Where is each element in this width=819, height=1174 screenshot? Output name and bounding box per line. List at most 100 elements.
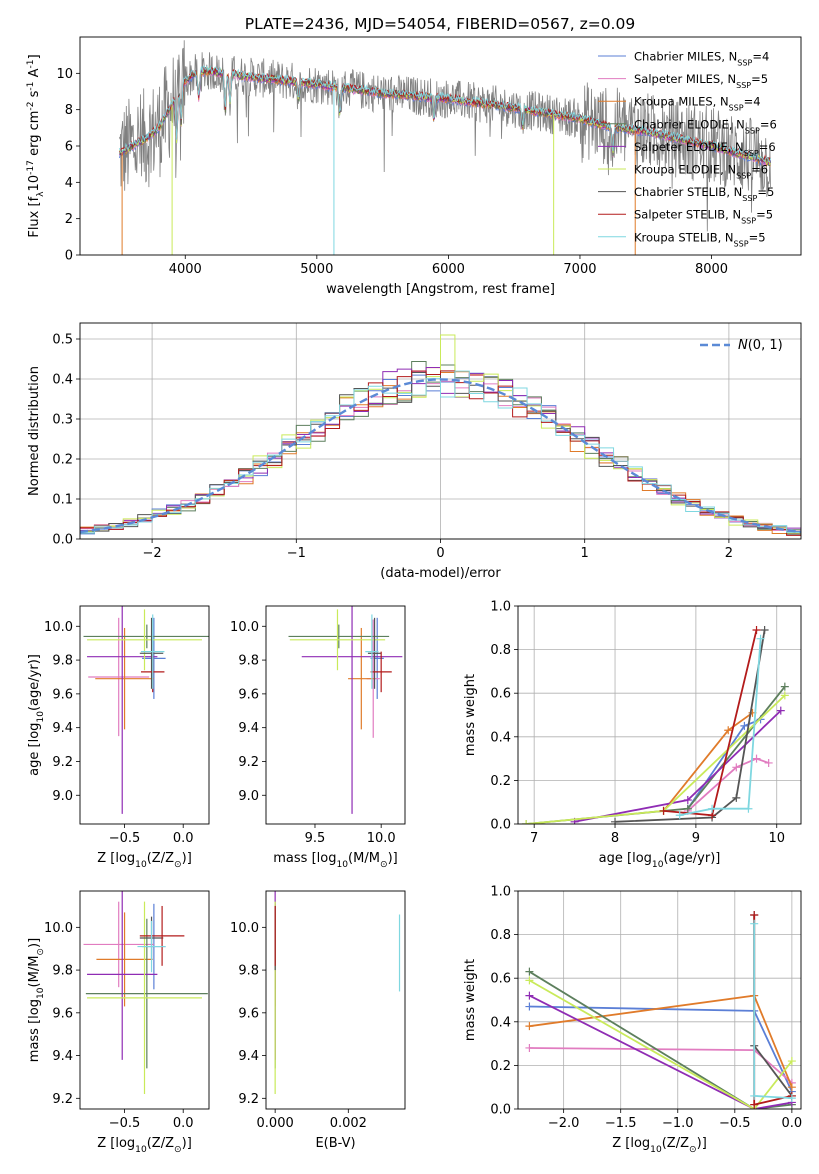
spectrum-legend-label-kroupa_stelib: Kroupa STELIB, NSSP=5 — [634, 230, 766, 248]
residual-hist-xtick-label: −1 — [287, 546, 306, 561]
residual-hist-ytick-label: 0.0 — [52, 533, 73, 548]
age-vs-z-panel: −0.5 0.0 9.0 9.2 9.4 9.6 9.8 10.0 Z [log10(Z/Z⊙)… — [27, 605, 210, 870]
mass-vs-ebv-xtick-label: 0.002 — [330, 1116, 367, 1131]
spectrum-ytick-label: 6 — [65, 140, 73, 155]
mass-vs-ebv-ytick-label: 9.8 — [238, 964, 259, 979]
mass-vs-ebv-ytick-label: 9.6 — [238, 1006, 259, 1021]
spectrum-legend-label-chabrier_elodie: Chabrier ELODIE, NSSP=6 — [634, 117, 777, 135]
weight-vs-age-marker-kroupa_stelib — [744, 804, 753, 813]
spectrum-model-salpeter_stelib — [119, 66, 771, 163]
weight-vs-age-marker-chabrier_miles — [740, 721, 749, 730]
weight-vs-age-frame — [517, 605, 802, 825]
age-vs-mass-xtick-label: 9.5 — [305, 831, 326, 846]
spectrum-legend-label-chabrier_stelib: Chabrier STELIB, NSSP=5 — [634, 185, 774, 203]
spectrum-xtick-label: 8000 — [695, 262, 728, 277]
age-vs-mass-panel: 9.5 10.0 9.0 9.2 9.4 9.6 9.8 10.0 mass [log10(M/… — [230, 605, 406, 870]
residual-hist-frame — [79, 322, 802, 540]
age-vs-z-plot-area — [83, 606, 209, 814]
weight-vs-age-marker-chabrier_stelib — [732, 793, 741, 802]
weight-vs-age-marker-chabrier_stelib — [760, 625, 769, 634]
weight-vs-age-panel: 7 8 9 10 0.0 0.2 0.4 0.6 0.8 1.0 age [log10(age/yr… — [463, 600, 802, 870]
age-vs-mass-xtick-label: 10.0 — [367, 831, 396, 846]
age-vs-mass-ytick-label: 9.0 — [238, 789, 259, 804]
weight-vs-z-marker-salpeter_stelib — [750, 910, 759, 919]
weight-vs-z-xtick-label: −1.0 — [662, 1116, 694, 1131]
mass-vs-ebv-xtick-label: 0.000 — [257, 1116, 294, 1131]
weight-vs-z-marker-chabrier_miles — [525, 1002, 534, 1011]
weight-vs-z-ytick-label: 0.2 — [490, 1059, 511, 1074]
weight-vs-z-marker-kroupa_miles — [525, 1022, 534, 1031]
residual-hist-xtick-label: −2 — [143, 546, 162, 561]
weight-vs-age-marker-salpeter_miles — [752, 754, 761, 763]
weight-vs-z-plot-area — [525, 910, 796, 1109]
weight-vs-z-line-salpeter_elodie — [528, 994, 793, 1109]
weight-vs-age-xtick-label: 10 — [768, 831, 785, 846]
weight-vs-age-line-kroupa_elodie — [526, 694, 786, 824]
residual-hist-ytick-label: 0.1 — [52, 493, 73, 508]
residual-hist-ylabel: Normed distribution — [27, 366, 42, 496]
weight-vs-age-ytick-label: 1.0 — [490, 600, 511, 615]
mass-vs-z-panel: −0.5 0.0 9.2 9.4 9.6 9.8 10.0 Z [log10(Z/Z⊙)] ma… — [27, 890, 210, 1155]
mass-vs-z-xlabel: Z [log10(Z/Z⊙)] — [97, 1136, 192, 1155]
weight-vs-age-marker-kroupa_miles — [724, 726, 733, 735]
mass-vs-ebv-xlabel: E(B-V) — [315, 1136, 355, 1151]
mass-vs-z-ytick-label: 9.6 — [52, 1006, 73, 1021]
mass-vs-ebv-frame — [265, 890, 406, 1110]
weight-vs-z-marker-kroupa_elodie — [787, 1057, 796, 1066]
hist-step-salpeter_stelib — [80, 370, 801, 536]
figure-title: PLATE=2436, MJD=54054, FIBERID=0567, z=0… — [245, 15, 635, 33]
hist-gaussian-curve — [80, 378, 801, 534]
spectrum-model-kroupa_stelib — [119, 65, 772, 163]
weight-vs-z-marker-salpeter_miles — [525, 1043, 534, 1052]
weight-vs-age-ytick-label: 0.6 — [490, 687, 511, 702]
weight-vs-z-marker-kroupa_stelib — [750, 919, 759, 928]
weight-vs-age-xtick-label: 9 — [692, 831, 700, 846]
mass-vs-ebv-ytick-label: 10.0 — [230, 921, 259, 936]
residual-hist-xlabel: (data-model)/error — [380, 566, 501, 581]
weight-vs-age-marker-kroupa_stelib — [675, 811, 684, 820]
weight-vs-z-frame — [517, 890, 802, 1110]
age-vs-z-ytick-label: 9.0 — [52, 789, 73, 804]
weight-vs-z-xtick-label: −0.5 — [719, 1116, 751, 1131]
mass-vs-z-xtick-label: 0.0 — [173, 1116, 194, 1131]
residual-hist-panel: −2 −1 0 1 2 0.0 0.1 0.2 0.3 0.4 0.5 (data-model)/er… — [27, 322, 802, 581]
mass-vs-ebv-ytick-label: 9.4 — [238, 1049, 259, 1064]
age-vs-z-ytick-label: 9.4 — [52, 721, 73, 736]
weight-vs-z-ytick-label: 0.6 — [490, 972, 511, 987]
weight-vs-z-marker-salpeter_elodie — [525, 991, 534, 1000]
weight-vs-age-marker-salpeter_stelib — [752, 625, 761, 634]
weight-vs-z-marker-chabrier_elodie — [525, 967, 534, 976]
weight-vs-z-ylabel: mass weight — [463, 959, 478, 1041]
age-vs-mass-ytick-label: 9.2 — [238, 755, 259, 770]
weight-vs-age-xtick-label: 7 — [530, 831, 538, 846]
age-vs-z-ytick-label: 10.0 — [44, 620, 73, 635]
spectrum-xtick-label: 7000 — [563, 262, 596, 277]
age-vs-z-ytick-label: 9.6 — [52, 687, 73, 702]
weight-vs-age-ytick-label: 0.0 — [490, 818, 511, 833]
weight-vs-age-line-salpeter_stelib — [663, 629, 758, 817]
weight-vs-z-ytick-label: 0.8 — [490, 928, 511, 943]
age-vs-mass-frame — [265, 605, 406, 825]
weight-vs-age-marker-kroupa_elodie — [780, 691, 789, 700]
spectrum-ytick-label: 2 — [65, 212, 73, 227]
residual-hist-ytick-label: 0.5 — [52, 333, 73, 348]
weight-vs-z-xtick-label: −1.5 — [605, 1116, 637, 1131]
residual-hist-xtick-label: 0 — [436, 546, 444, 561]
weight-vs-age-line-salpeter_miles — [687, 757, 770, 812]
mass-vs-ebv-panel: 0.000 0.002 9.2 9.4 9.6 9.8 10.0 E(B-V) — [230, 890, 406, 1151]
weight-vs-z-xtick-label: −2.0 — [548, 1116, 580, 1131]
age-vs-z-ytick-label: 9.8 — [52, 654, 73, 669]
residual-hist-xtick-label: 2 — [725, 546, 733, 561]
weight-vs-age-xlabel: age [log10(age/yr)] — [599, 851, 721, 870]
weight-vs-z-line-kroupa_elodie — [528, 979, 793, 1109]
spectrum-legend-label-salpeter_stelib: Salpeter STELIB, NSSP=5 — [634, 208, 773, 226]
age-vs-z-xtick-label: 0.0 — [173, 831, 194, 846]
mass-vs-z-ytick-label: 9.4 — [52, 1049, 73, 1064]
age-vs-mass-ytick-label: 10.0 — [230, 620, 259, 635]
spectrum-xtick-label: 6000 — [432, 262, 465, 277]
age-vs-mass-xlabel: mass [log10(M/M⊙)] — [273, 851, 397, 870]
spectrum-legend-label-kroupa_elodie: Kroupa ELODIE, NSSP=6 — [634, 163, 768, 181]
weight-vs-z-xlabel: Z [log10(Z/Z⊙)] — [612, 1136, 707, 1155]
